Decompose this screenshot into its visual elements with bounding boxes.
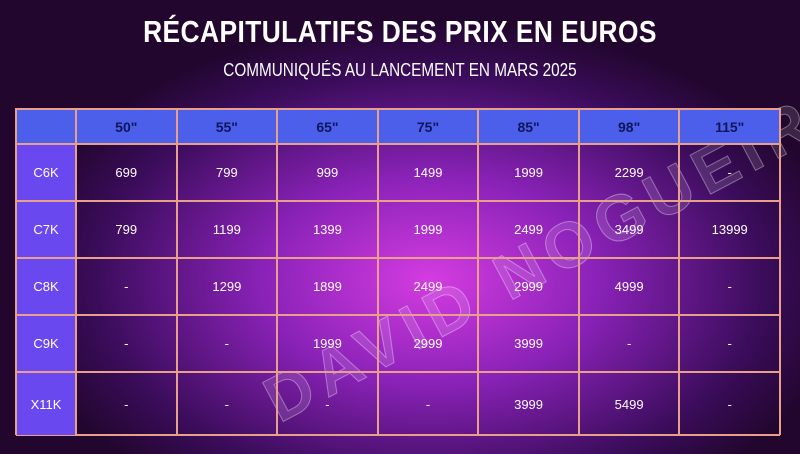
column-header: 98"	[578, 109, 680, 144]
price-cell: 1999	[277, 315, 378, 372]
price-cell: 799	[76, 201, 177, 258]
column-header: 50"	[76, 109, 177, 144]
price-cell: 2499	[478, 201, 579, 258]
row-label: C7K	[16, 201, 76, 258]
column-header: 115"	[679, 109, 780, 144]
price-cell: -	[76, 372, 177, 436]
price-cell: -	[277, 372, 378, 436]
price-cell: 1899	[277, 258, 378, 315]
price-cell: -	[679, 258, 780, 315]
column-header: 85"	[478, 109, 579, 144]
price-cell: -	[679, 144, 780, 201]
column-header: 75"	[377, 109, 479, 144]
subtitle: COMMUNIQUÉS AU LANCEMENT EN MARS 2025	[223, 60, 577, 80]
price-table: 50" 55" 65" 75" 85" 98" 115" C6K 699 799 999 1499 19…	[15, 108, 781, 436]
price-cell: 2499	[377, 258, 479, 315]
price-cell: -	[679, 372, 780, 436]
price-cell: 3999	[478, 315, 579, 372]
row-label: C6K	[16, 144, 76, 201]
price-cell: 1299	[176, 258, 278, 315]
price-cell: -	[176, 315, 278, 372]
price-cell: 1999	[377, 201, 479, 258]
corner-cell	[16, 109, 76, 144]
price-cell: 3499	[578, 201, 680, 258]
price-cell: -	[76, 258, 177, 315]
title: RÉCAPITULATIFS DES PRIX EN EUROS	[143, 14, 657, 49]
price-cell: 1999	[478, 144, 579, 201]
price-cell: 2299	[578, 144, 680, 201]
price-cell: 2999	[478, 258, 579, 315]
price-cell: 3999	[478, 372, 579, 436]
price-cell: -	[76, 315, 177, 372]
row-label: X11K	[16, 372, 76, 436]
price-cell: 4999	[578, 258, 680, 315]
price-cell: -	[578, 315, 680, 372]
price-cell: -	[377, 372, 479, 436]
price-cell: -	[679, 315, 780, 372]
price-cell: 699	[76, 144, 177, 201]
column-header: 55"	[176, 109, 278, 144]
column-header: 65"	[277, 109, 378, 144]
price-cell: 799	[176, 144, 278, 201]
price-cell: 999	[277, 144, 378, 201]
price-cell: 1199	[176, 201, 278, 258]
row-label: C8K	[16, 258, 76, 315]
price-cell: 2999	[377, 315, 479, 372]
row-label: C9K	[16, 315, 76, 372]
price-cell: -	[176, 372, 278, 436]
price-cell: 13999	[679, 201, 780, 258]
price-cell: 1399	[277, 201, 378, 258]
price-cell: 1499	[377, 144, 479, 201]
price-cell: 5499	[578, 372, 680, 436]
